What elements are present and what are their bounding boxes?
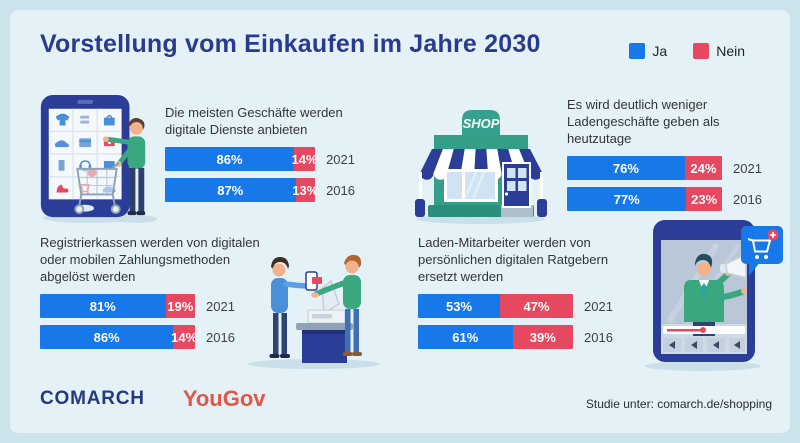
bar-segment-nein: 14% xyxy=(291,147,316,171)
stacked-bar: 53% 47% xyxy=(418,294,573,318)
bar-value-label: 14% xyxy=(291,151,316,167)
comarch-logo: COMARCH xyxy=(40,388,145,409)
footer-brands: COMARCH YouGov xyxy=(40,386,266,412)
bar-segment-ja: 61% xyxy=(418,325,513,349)
cash-register-payment-illustration xyxy=(236,230,386,372)
bar-value-label: 13% xyxy=(292,182,315,198)
bar-row: 53% 47% 2021 xyxy=(418,294,633,318)
page-title: Vorstellung vom Einkaufen im Jahre 2030 xyxy=(40,30,541,58)
stacked-bar-chart: 86% 14% 2021 87% 13% 2016 xyxy=(165,147,355,202)
stacked-bar: 87% 13% xyxy=(165,178,315,202)
bar-value-label: 24% xyxy=(690,160,717,176)
stacked-bar-chart: 76% 24% 2021 77% 23% 2016 xyxy=(567,156,782,211)
stacked-bar: 61% 39% xyxy=(418,325,573,349)
stacked-bar: 81% 19% xyxy=(40,294,195,318)
year-label: 2016 xyxy=(584,329,613,345)
bar-segment-ja: 77% xyxy=(567,187,687,211)
shop-storefront-illustration: SHOP xyxy=(406,95,556,225)
bar-value-label: 86% xyxy=(93,329,120,345)
chart-panel-store-staff: Laden-Mitarbeiter werden von persönliche… xyxy=(418,234,633,356)
bar-value-label: 19% xyxy=(167,298,194,314)
shop-storefront-icon: SHOP xyxy=(415,110,547,224)
legend-item-ja: Ja xyxy=(629,43,667,59)
smartphone-video-advisor-icon xyxy=(645,220,783,371)
bar-value-label: 76% xyxy=(612,160,639,176)
stacked-bar: 77% 23% xyxy=(567,187,722,211)
stacked-bar: 86% 14% xyxy=(40,325,195,349)
bar-value-label: 87% xyxy=(217,182,244,198)
year-label: 2016 xyxy=(733,191,762,207)
bar-value-label: 77% xyxy=(613,191,640,207)
year-label: 2021 xyxy=(584,298,613,314)
stacked-bar-chart: 81% 19% 2021 86% 14% 2016 xyxy=(40,294,270,349)
bar-segment-nein: 24% xyxy=(684,156,722,180)
bar-segment-ja: 86% xyxy=(165,147,295,171)
smartphone-shopping-icon xyxy=(40,94,158,223)
bar-value-label: 61% xyxy=(452,329,479,345)
bar-row: 87% 13% 2016 xyxy=(165,178,355,202)
yougov-logo: YouGov xyxy=(182,386,266,411)
bar-value-label: 14% xyxy=(171,329,195,345)
chart-panel-digital-services: Die meisten Geschäfte werden digitale Di… xyxy=(165,104,355,209)
legend-nein-swatch xyxy=(693,43,710,59)
year-label: 2021 xyxy=(733,160,762,176)
chart-title: Registrierkassen werden von digitalen od… xyxy=(40,235,260,284)
bar-segment-ja: 87% xyxy=(165,178,296,202)
bar-segment-nein: 47% xyxy=(500,294,573,318)
bar-row: 77% 23% 2016 xyxy=(567,187,782,211)
legend-ja-label: Ja xyxy=(652,43,668,59)
legend-ja-swatch xyxy=(629,43,646,59)
legend-nein-label: Nein xyxy=(716,43,745,59)
bar-value-label: 81% xyxy=(89,298,116,314)
year-label: 2021 xyxy=(326,151,355,167)
stacked-bar-chart: 53% 47% 2021 61% 39% 2016 xyxy=(418,294,633,349)
bar-segment-nein: 39% xyxy=(512,325,573,349)
bar-row: 81% 19% 2021 xyxy=(40,294,270,318)
bar-segment-nein: 13% xyxy=(292,178,315,202)
bar-segment-ja: 81% xyxy=(40,294,166,318)
smartphone-shopping-illustration xyxy=(33,90,161,226)
bar-value-label: 86% xyxy=(216,151,243,167)
smartphone-video-advisor-illustration xyxy=(625,214,785,374)
bar-segment-ja: 76% xyxy=(567,156,685,180)
chart-panel-fewer-stores: Es wird deutlich weniger Ladengeschäfte … xyxy=(567,96,782,218)
bar-row: 76% 24% 2021 xyxy=(567,156,782,180)
bar-value-label: 53% xyxy=(446,298,473,314)
bar-value-label: 47% xyxy=(523,298,550,314)
chart-title: Laden-Mitarbeiter werden von persönliche… xyxy=(418,235,609,284)
cash-register-payment-icon xyxy=(248,254,380,369)
study-source-note: Studie unter: comarch.de/shopping xyxy=(585,397,772,411)
legend-item-nein: Nein xyxy=(693,43,745,59)
svg-text:SHOP: SHOP xyxy=(463,116,500,131)
chart-panel-cash-registers: Registrierkassen werden von digitalen od… xyxy=(40,234,270,356)
year-label: 2016 xyxy=(206,329,235,345)
bar-row: 86% 14% 2021 xyxy=(165,147,355,171)
bar-value-label: 39% xyxy=(529,329,556,345)
bar-value-label: 23% xyxy=(691,191,718,207)
bar-row: 86% 14% 2016 xyxy=(40,325,270,349)
bar-segment-nein: 19% xyxy=(165,294,195,318)
stacked-bar: 86% 14% xyxy=(165,147,315,171)
bar-segment-ja: 53% xyxy=(418,294,501,318)
year-label: 2016 xyxy=(326,182,355,198)
bar-segment-nein: 23% xyxy=(686,187,722,211)
bar-segment-nein: 14% xyxy=(171,325,195,349)
bar-row: 61% 39% 2016 xyxy=(418,325,633,349)
legend: Ja Nein xyxy=(629,43,745,59)
chart-title: Die meisten Geschäfte werden digitale Di… xyxy=(165,105,343,137)
bar-segment-ja: 86% xyxy=(40,325,174,349)
year-label: 2021 xyxy=(206,298,235,314)
stacked-bar: 76% 24% xyxy=(567,156,722,180)
chart-title: Es wird deutlich weniger Ladengeschäfte … xyxy=(567,97,720,146)
